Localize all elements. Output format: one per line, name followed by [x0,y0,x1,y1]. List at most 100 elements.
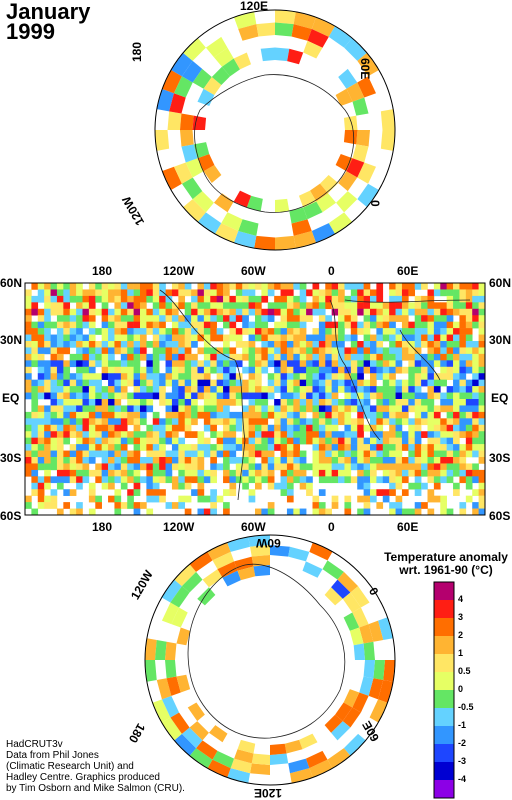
map-cell [453,450,460,458]
map-cell [25,418,32,426]
map-cell [50,341,58,348]
map-cell [465,353,473,361]
map-cell [408,353,416,361]
map-cell [184,386,192,393]
map-cell [446,289,454,297]
map-cell [299,431,307,438]
map-cell [120,328,128,335]
map-cell [133,489,141,496]
map-cell [178,418,186,426]
map-cell [44,476,51,484]
map-cell [446,308,454,316]
map-cell [152,437,160,445]
map-cell [210,476,217,484]
map-cell [312,508,320,515]
map-cell [101,450,109,458]
map-lat-right-30n: 30N [489,333,512,347]
map-cell [140,418,147,426]
map-cell [267,508,275,515]
map-cell [401,444,409,451]
map-cell [248,334,256,342]
map-cell [401,469,409,477]
map-cell [357,405,364,413]
map-cell [267,379,275,387]
map-cell [478,295,485,303]
map-cell [108,495,115,503]
map-cell [389,457,396,464]
map-cell [31,308,39,316]
map-cell [248,328,256,335]
map-cell [363,321,371,329]
map-cell [414,386,422,393]
map-cell [50,431,58,438]
map-cell [376,411,384,419]
map-cell [408,366,416,374]
map-cell [389,450,396,458]
map-cell [453,302,460,310]
map-cell [76,366,83,374]
map-cell [248,418,256,426]
map-cell [338,457,345,464]
map-cell [165,360,173,368]
map-cell [133,302,141,310]
map-cell [421,360,428,368]
map-cell [69,373,77,380]
map-cell [229,283,237,290]
map-cell [440,379,447,387]
map-cell [344,431,352,438]
map-cell [223,469,230,477]
map-cell [25,353,32,361]
south-polar-cell [170,712,190,734]
map-cell [286,283,294,290]
map-cell [453,360,460,368]
map-cell [401,418,409,426]
map-cell [248,283,256,290]
map-cell [133,289,141,297]
south-polar-cell [350,586,370,608]
map-cell [325,283,332,290]
map-cell [478,360,485,368]
map-cell [280,399,288,406]
map-cell [414,366,422,374]
north-polar-cell [180,113,194,130]
map-cell [146,489,154,496]
map-cell [389,353,396,361]
map-cell [338,437,345,445]
map-cell [255,366,262,374]
map-cell [178,424,186,432]
map-cell [370,418,377,426]
map-cell [280,295,288,303]
map-cell [184,366,192,374]
map-cell [267,437,275,445]
map-cell [280,302,288,310]
map-cell [133,321,141,329]
map-cell [31,334,39,342]
map-cell [171,386,179,393]
map-cell [95,283,102,290]
map-cell [108,373,115,380]
map-cell [299,366,307,374]
map-cell [395,283,403,290]
map-cell [261,353,269,361]
map-cell [325,444,332,451]
map-cell [56,334,64,342]
map-cell [31,457,39,464]
map-cell [465,424,473,432]
map-cell [140,334,147,342]
map-cell [210,457,217,464]
map-cell [274,411,281,419]
map-cell [248,399,256,406]
south-polar-cell [187,702,205,722]
map-cell [216,411,224,419]
map-cell [446,508,454,515]
map-cell [286,373,294,380]
map-cell [389,373,396,380]
map-cell [453,283,460,290]
map-cell [472,392,479,400]
north-polar-cell [193,142,210,159]
map-cell [446,373,454,380]
map-cell [357,360,364,368]
map-cell [248,373,256,380]
map-cell [235,379,243,387]
map-cell [312,302,320,310]
